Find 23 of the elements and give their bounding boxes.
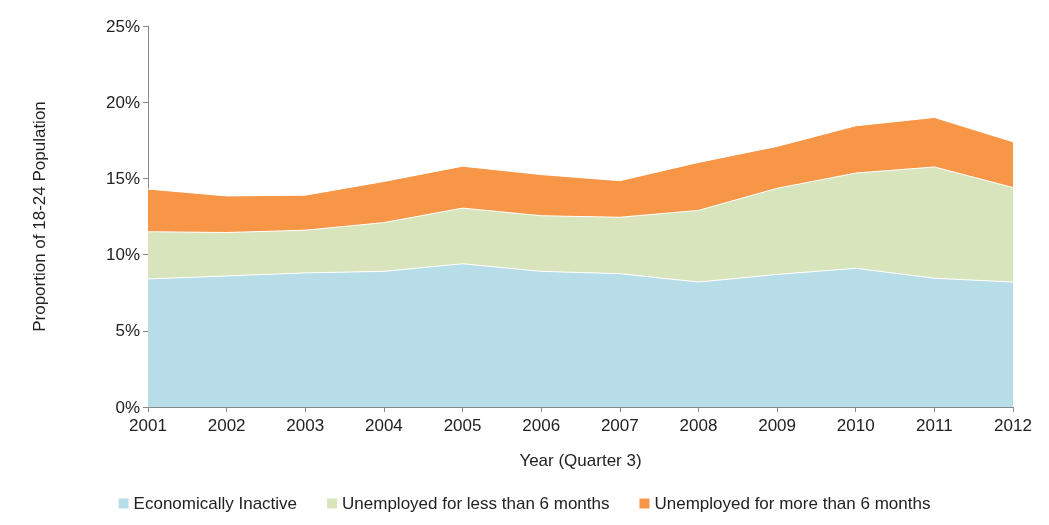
y-tick-label: 20% xyxy=(105,92,140,112)
y-tick-label: 10% xyxy=(105,245,140,265)
x-tick-label: 2011 xyxy=(916,416,953,435)
x-tick-label: 2004 xyxy=(365,416,403,435)
x-tick-label: 2009 xyxy=(758,416,796,435)
x-tick-label: 2006 xyxy=(522,416,561,435)
legend-label: Unemployed for more than 6 months xyxy=(654,494,931,513)
x-tick-label: 2010 xyxy=(836,416,875,435)
x-tick-label: 2001 xyxy=(129,416,167,435)
y-tick-label: 5% xyxy=(115,321,140,341)
x-tick-label: 2003 xyxy=(286,416,325,435)
x-tick-label: 2005 xyxy=(443,416,482,435)
y-tick-label: 0% xyxy=(115,397,140,417)
x-tick-label: 2002 xyxy=(207,416,246,435)
x-tick-label: 2012 xyxy=(994,416,1032,435)
legend-label: Economically Inactive xyxy=(133,494,298,513)
y-tick-label: 15% xyxy=(105,168,140,188)
legend-label: Unemployed for less than 6 months xyxy=(342,494,610,513)
y-axis-title: Proportion of 18-24 Population xyxy=(30,101,49,332)
y-tick-label: 25% xyxy=(105,16,140,36)
x-axis-title: Year (Quarter 3) xyxy=(519,451,642,470)
x-tick-label: 2007 xyxy=(600,416,639,435)
x-tick-label: 2008 xyxy=(679,416,718,435)
